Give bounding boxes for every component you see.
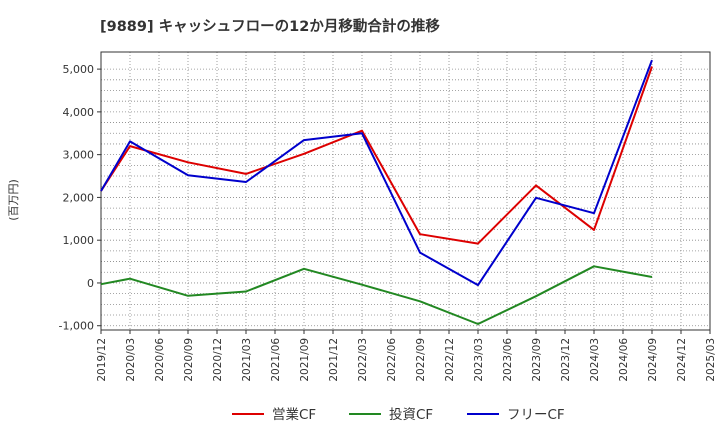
x-tick-label: 2023/12 (560, 338, 572, 382)
y-tick-label: 0 (87, 277, 94, 290)
x-tick-label: 2023/09 (531, 338, 543, 382)
y-tick-label: 1,000 (63, 234, 95, 247)
x-tick-label: 2020/12 (212, 338, 224, 382)
series-line (100, 59, 653, 287)
y-axis-ticks: -1,000 0 1,000 2,000 3,000 4,000 5,000 (59, 63, 101, 333)
x-tick-label: 2022/03 (357, 338, 369, 382)
y-axis-label: (百万円) (7, 179, 20, 221)
y-tick-label: 3,000 (63, 149, 95, 162)
x-tick-label: 2019/12 (96, 338, 108, 382)
x-tick-label: 2021/03 (241, 338, 253, 382)
x-tick-label: 2024/12 (676, 338, 688, 382)
x-tick-label: 2021/06 (270, 338, 282, 382)
x-tick-label: 2024/06 (618, 338, 630, 382)
x-tick-label: 2023/03 (473, 338, 485, 382)
y-tick-label: 5,000 (63, 63, 95, 76)
y-tick-label: -1,000 (59, 320, 94, 333)
series-lines (100, 59, 653, 325)
x-tick-label: 2022/09 (415, 338, 427, 382)
x-axis-ticks: 2019/12 2020/03 2020/06 2020/09 2020/12 2021/… (96, 330, 717, 382)
x-tick-label: 2021/09 (299, 338, 311, 382)
x-tick-label: 2021/12 (328, 338, 340, 382)
series-line (100, 265, 653, 325)
x-tick-label: 2022/06 (386, 338, 398, 382)
legend-label: 営業CF (272, 407, 316, 423)
x-tick-label: 2022/12 (444, 338, 456, 382)
x-tick-label: 2024/03 (589, 338, 601, 382)
legend-label: 投資CF (389, 407, 433, 423)
x-tick-label: 2024/09 (647, 338, 659, 382)
legend-label: フリーCF (507, 407, 565, 423)
x-tick-label: 2023/06 (502, 338, 514, 382)
x-tick-label: 2020/03 (125, 338, 137, 382)
x-tick-label: 2025/03 (705, 338, 717, 382)
grid-lines (101, 52, 710, 330)
x-tick-label: 2020/06 (154, 338, 166, 382)
y-tick-label: 4,000 (63, 106, 95, 119)
chart-title: [9889] キャッシュフローの12か月移動合計の推移 (100, 17, 440, 35)
plot-frame (100, 51, 711, 331)
series-line (100, 66, 653, 245)
x-tick-label: 2020/09 (183, 338, 195, 382)
y-tick-label: 2,000 (63, 191, 95, 204)
legend: 営業CF 投資CF フリーCF (232, 407, 565, 423)
